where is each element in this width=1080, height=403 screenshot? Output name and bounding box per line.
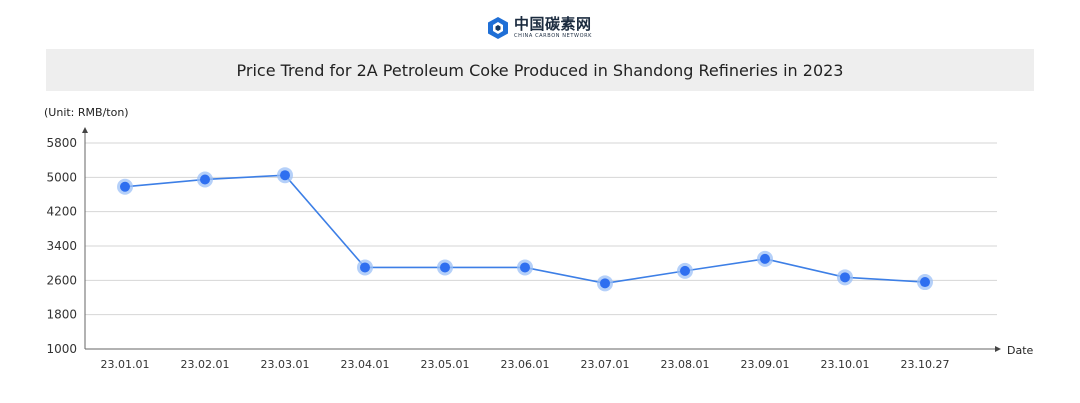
x-tick-label: 23.01.01 bbox=[101, 358, 150, 371]
x-axis-label: Date bbox=[1007, 344, 1034, 357]
y-axis-arrow-icon bbox=[82, 127, 88, 133]
chart-title: Price Trend for 2A Petroleum Coke Produc… bbox=[236, 60, 844, 80]
x-axis-ticks: 23.01.01 23.02.01 23.03.01 23.04.01 23.05.01… bbox=[101, 358, 950, 371]
x-tick-label: 23.08.01 bbox=[661, 358, 710, 371]
y-tick-label: 1800 bbox=[46, 308, 77, 322]
x-axis-arrow-icon bbox=[995, 346, 1001, 352]
data-point[interactable] bbox=[120, 181, 130, 192]
grid-lines bbox=[85, 142, 997, 316]
y-tick-label: 5000 bbox=[46, 170, 77, 184]
brand-name-en: CHINA CARBON NETWORK bbox=[514, 33, 593, 39]
x-tick-label: 23.10.27 bbox=[901, 358, 950, 371]
data-point[interactable] bbox=[680, 265, 690, 276]
y-tick-label: 2600 bbox=[46, 273, 77, 287]
data-point[interactable] bbox=[760, 253, 770, 264]
x-tick-label: 23.10.01 bbox=[821, 358, 870, 371]
x-tick-label: 23.06.01 bbox=[501, 358, 550, 371]
data-point[interactable] bbox=[280, 170, 290, 181]
data-point[interactable] bbox=[840, 272, 850, 283]
data-point[interactable] bbox=[920, 277, 930, 288]
data-point[interactable] bbox=[600, 278, 610, 289]
y-tick-label: 5800 bbox=[46, 136, 77, 150]
data-point[interactable] bbox=[440, 262, 450, 273]
chart-title-bar: Price Trend for 2A Petroleum Coke Produc… bbox=[46, 49, 1034, 91]
unit-label: (Unit: RMB/ton) bbox=[44, 106, 129, 119]
y-axis-ticks: 1000 1800 2600 3400 4200 5000 5800 bbox=[46, 136, 77, 356]
brand-logo: 中国碳素网 CHINA CARBON NETWORK bbox=[486, 14, 592, 42]
data-point[interactable] bbox=[520, 262, 530, 273]
brand-name-cn: 中国碳素网 bbox=[514, 15, 592, 33]
x-tick-label: 23.07.01 bbox=[581, 358, 630, 371]
axes bbox=[82, 127, 1001, 352]
x-tick-label: 23.02.01 bbox=[181, 358, 230, 371]
x-tick-label: 23.04.01 bbox=[341, 358, 390, 371]
x-tick-label: 23.05.01 bbox=[421, 358, 470, 371]
data-series bbox=[117, 167, 933, 292]
y-tick-label: 1000 bbox=[46, 342, 77, 356]
y-tick-label: 4200 bbox=[46, 205, 77, 219]
x-tick-label: 23.03.01 bbox=[261, 358, 310, 371]
data-point[interactable] bbox=[200, 174, 210, 185]
hexagon-logo-icon bbox=[488, 17, 508, 39]
x-tick-label: 23.09.01 bbox=[741, 358, 790, 371]
data-point[interactable] bbox=[360, 262, 370, 273]
y-tick-label: 3400 bbox=[46, 239, 77, 253]
